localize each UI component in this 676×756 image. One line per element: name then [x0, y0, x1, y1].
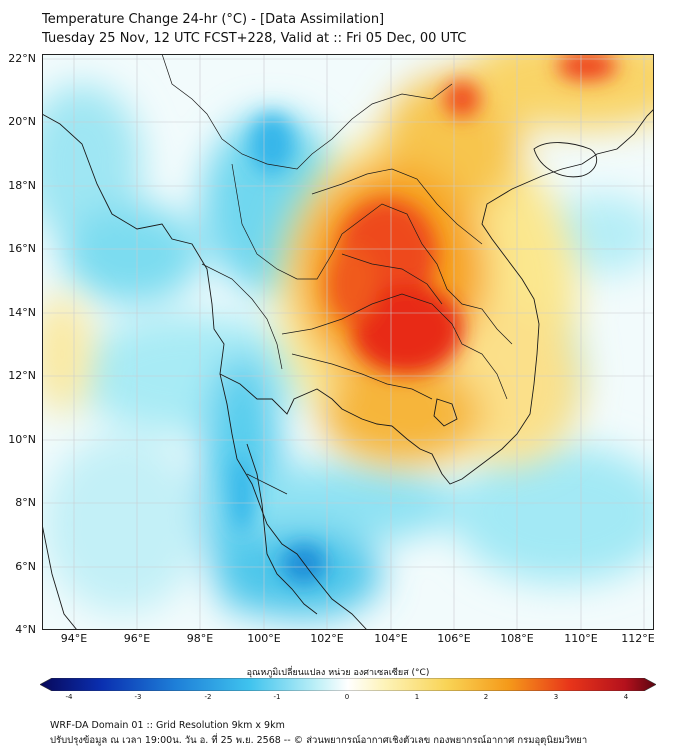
- lon-label: 100°E: [247, 632, 281, 645]
- country-borders: [161, 54, 513, 495]
- warm-core-layer: [327, 54, 617, 374]
- lat-label: 20°N: [8, 115, 36, 128]
- lon-label: 102°E: [310, 632, 344, 645]
- colorbar-tick-label: 2: [483, 693, 489, 701]
- coastlines: [42, 108, 654, 630]
- lat-label: 14°N: [8, 306, 36, 319]
- lon-label: 112°E: [621, 632, 655, 645]
- gridlines: [42, 54, 654, 630]
- colorbar-title: อุณหภูมิเปลี่ยนแปลง หน่วย องศาเซลเซียส (…: [246, 668, 430, 678]
- lat-label: 10°N: [8, 433, 36, 446]
- lon-label: 110°E: [564, 632, 598, 645]
- colorbar-tick-label: 0: [344, 693, 350, 701]
- colorbar-tick-label: -4: [65, 693, 73, 701]
- lon-label: 106°E: [437, 632, 471, 645]
- lon-label: 108°E: [500, 632, 534, 645]
- lat-label: 18°N: [8, 179, 36, 192]
- lat-label: 8°N: [15, 496, 36, 509]
- lon-label: 96°E: [123, 632, 151, 645]
- colorbar-tick-label: -2: [204, 693, 212, 701]
- lat-label: 4°N: [15, 623, 36, 636]
- lon-label: 98°E: [186, 632, 214, 645]
- lat-label: 22°N: [8, 52, 36, 65]
- colorbar-tick-label: 4: [623, 693, 629, 701]
- footer-credit: ปรับปรุงข้อมูล ณ เวลา 19:00น. วัน อ. ที่…: [50, 735, 588, 746]
- colorbar-tick-label: -1: [273, 693, 281, 701]
- colorbar: [40, 678, 656, 691]
- map-subtitle: Tuesday 25 Nov, 12 UTC FCST+228, Valid a…: [42, 31, 467, 46]
- map-title: Temperature Change 24-hr (°C) - [Data As…: [42, 12, 385, 27]
- colorbar-tick-label: 3: [553, 693, 559, 701]
- footer-model-info: WRF-DA Domain 01 :: Grid Resolution 9km …: [50, 720, 285, 731]
- temperature-change-map: [42, 54, 654, 630]
- lon-label: 94°E: [60, 632, 88, 645]
- map-border: [42, 54, 654, 630]
- lat-label: 12°N: [8, 369, 36, 382]
- colorbar-tick-label: -3: [134, 693, 142, 701]
- colorbar-tick-label: 1: [414, 693, 420, 701]
- lat-label: 16°N: [8, 242, 36, 255]
- lon-label: 104°E: [374, 632, 408, 645]
- lat-label: 6°N: [15, 560, 36, 573]
